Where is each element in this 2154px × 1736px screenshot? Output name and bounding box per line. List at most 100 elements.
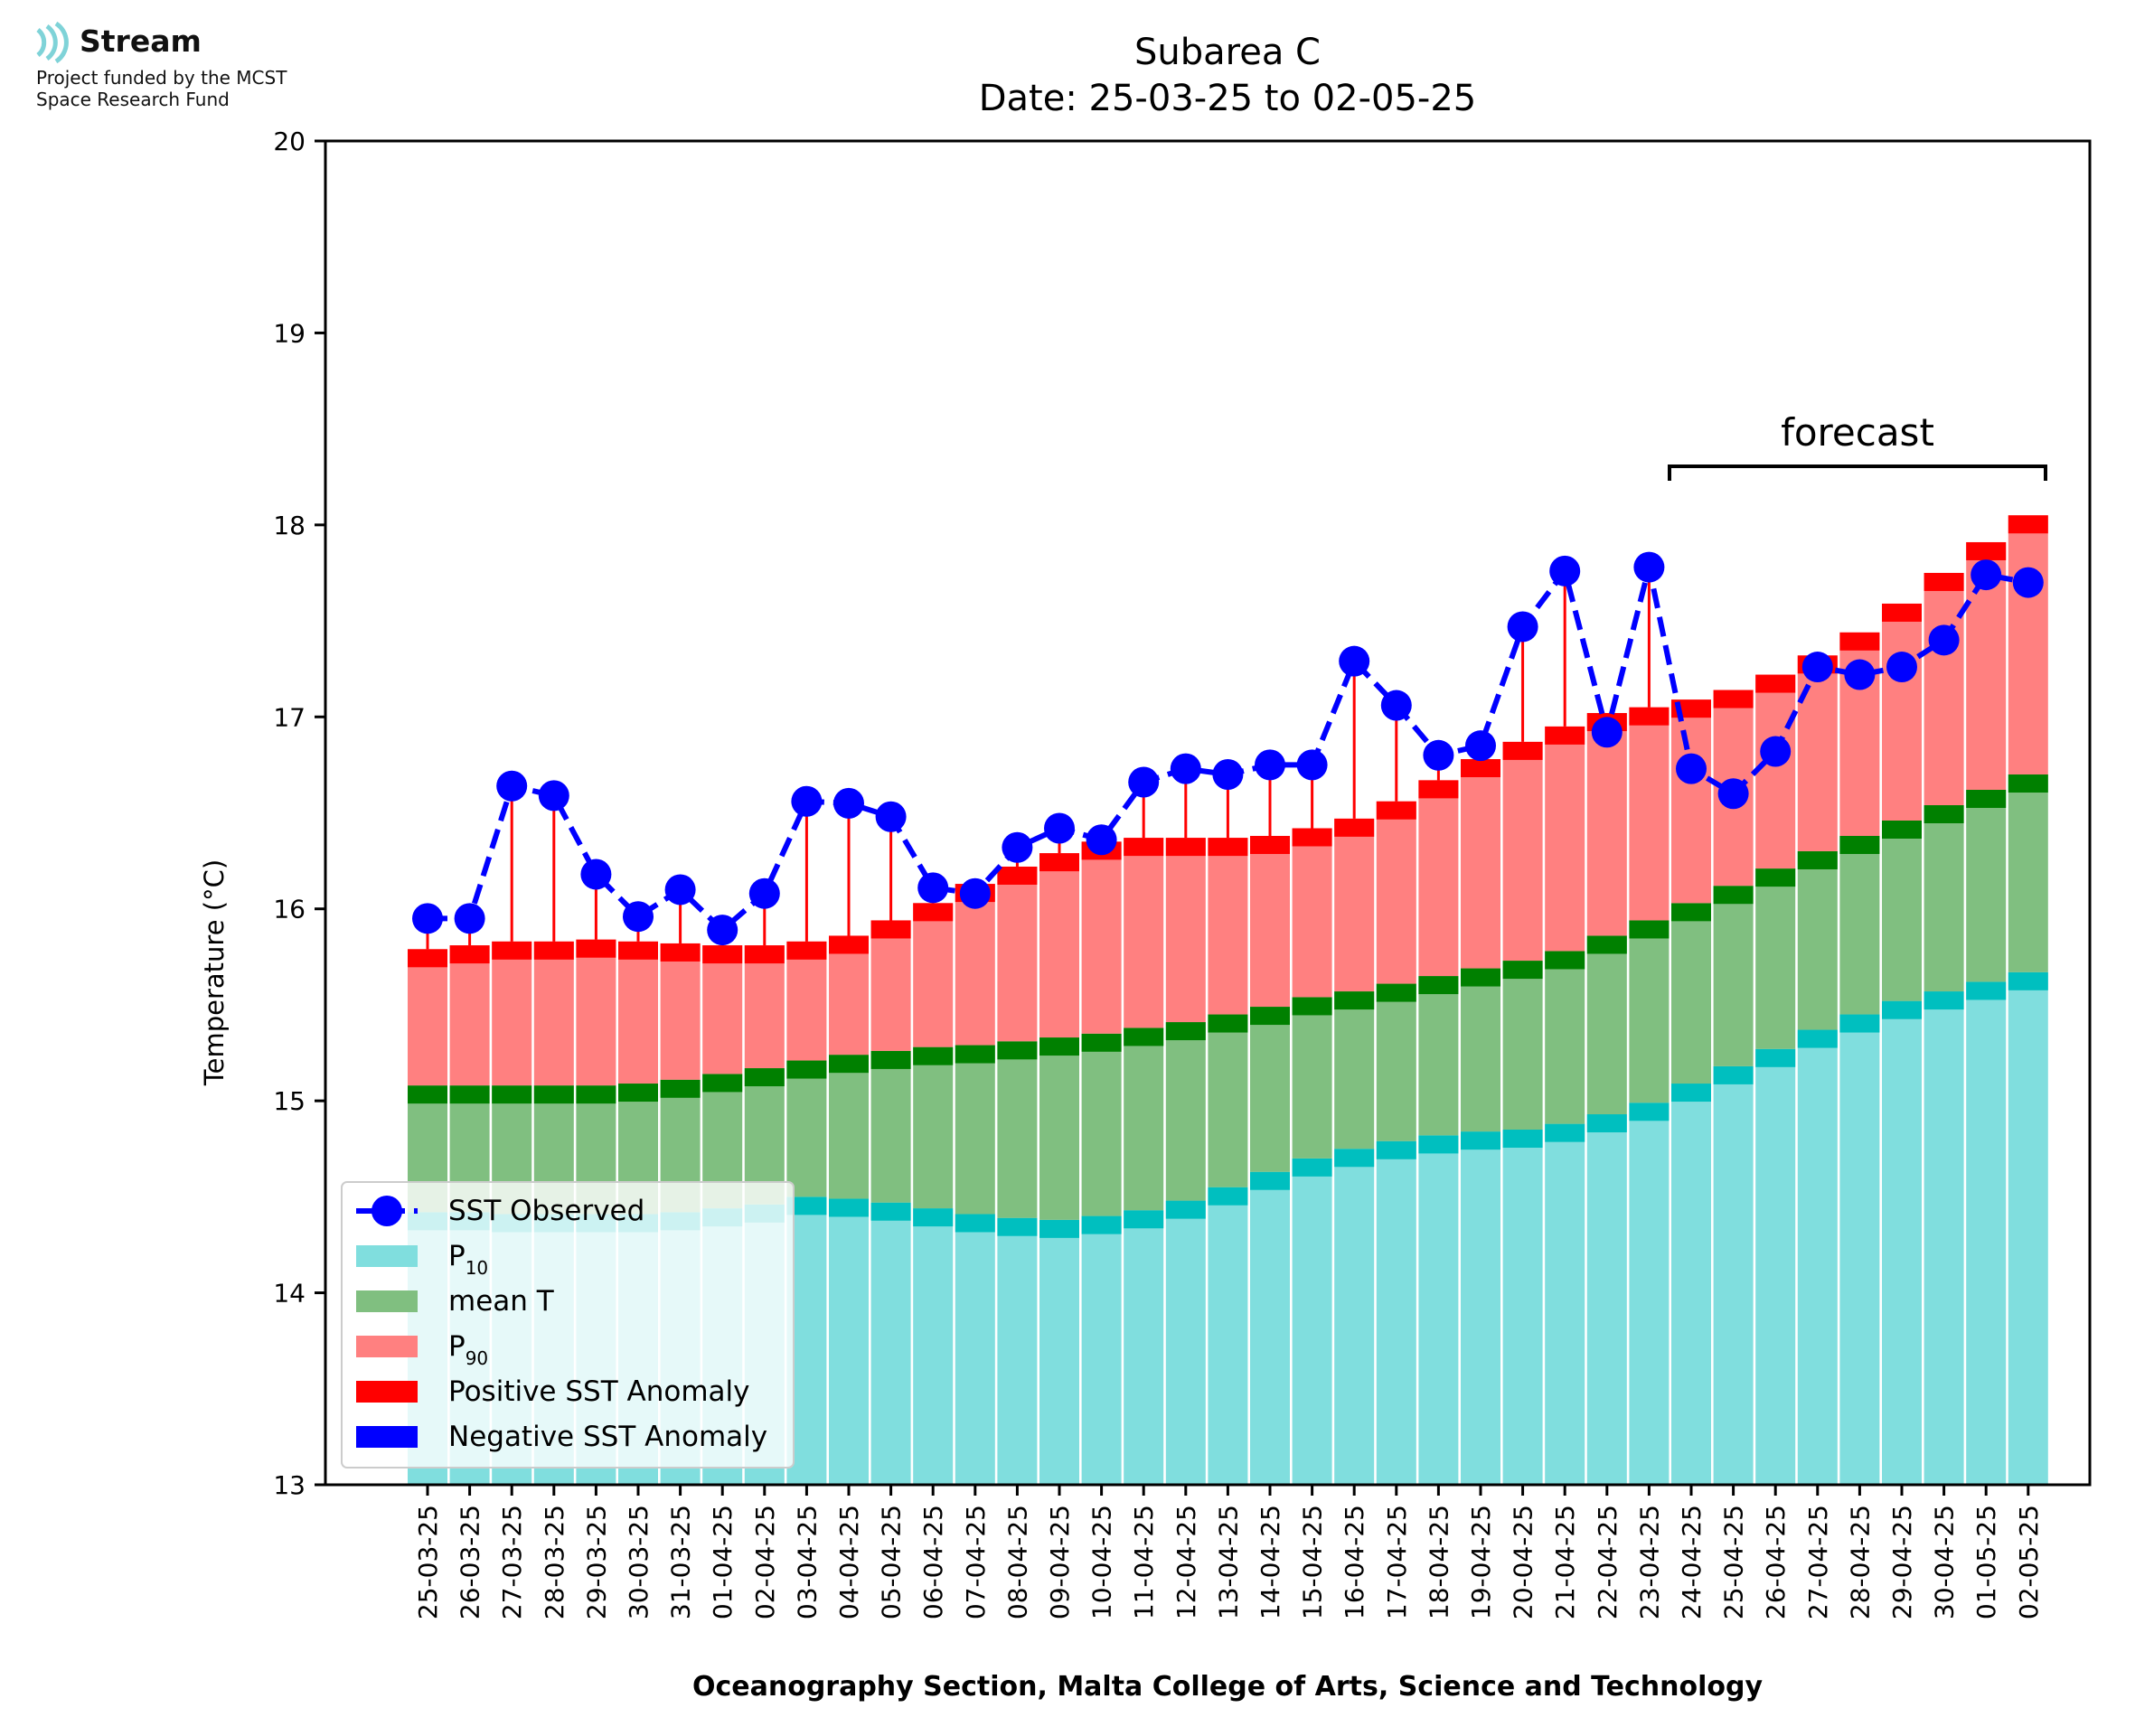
legend-swatch-mean — [356, 1290, 418, 1312]
p90-bar — [449, 945, 490, 1086]
mean-bar — [786, 1060, 827, 1197]
mean-bar — [1797, 850, 1838, 1030]
sst-observed-point — [1717, 778, 1749, 810]
p10-bar — [1924, 991, 1964, 1485]
p90-bar — [1081, 841, 1122, 1034]
sst-observed-point — [959, 877, 991, 909]
p10-bar-cap — [870, 1202, 911, 1221]
legend-swatch-p90 — [356, 1336, 418, 1357]
p90-bar — [408, 949, 447, 1086]
sst-observed-point — [412, 903, 443, 934]
mean-bar-cap — [1586, 935, 1627, 954]
p10-bar-cap — [1839, 1014, 1880, 1033]
stream-logo: Stream Project funded by the MCST Space … — [34, 22, 333, 121]
p10-bar — [1797, 1029, 1838, 1485]
p10-bar — [2008, 971, 2048, 1485]
mean-bar — [1882, 820, 1922, 1001]
p10-bar-cap — [1586, 1114, 1627, 1133]
mean-bar-cap — [829, 1055, 869, 1074]
p90-bar — [1292, 828, 1332, 998]
p10-bar-cap — [1502, 1130, 1543, 1149]
p90-bar — [1629, 707, 1670, 921]
sst-observed-point — [1086, 824, 1117, 856]
p10-bar-cap — [997, 1217, 1038, 1236]
sst-observed-point — [1507, 611, 1538, 643]
x-tick-label: 11-04-25 — [1129, 1505, 1159, 1619]
p90-bar — [1924, 572, 1964, 806]
p90-bar-cap — [492, 941, 532, 960]
p90-bar-cap — [1545, 726, 1585, 745]
mean-bar-cap — [1839, 835, 1880, 854]
x-tick-label: 26-04-25 — [1761, 1505, 1791, 1619]
p90-bar-cap — [786, 941, 827, 960]
x-axis-label: Oceanography Section, Malta College of A… — [692, 1671, 1764, 1703]
mean-bar-cap — [1039, 1037, 1079, 1056]
p90-bar-cap — [1292, 828, 1332, 847]
mean-bar-cap — [702, 1074, 743, 1093]
x-tick-label: 02-05-25 — [2014, 1505, 2044, 1619]
mean-bar — [1376, 983, 1416, 1141]
mean-bar-cap — [1208, 1014, 1248, 1033]
p10-bar — [1502, 1130, 1543, 1485]
mean-bar — [1713, 886, 1754, 1066]
p10-bar-cap — [1250, 1171, 1290, 1190]
x-tick-label: 02-04-25 — [750, 1505, 780, 1619]
sst-observed-point — [833, 787, 864, 819]
mean-bar-cap — [1629, 920, 1670, 939]
p10-bar-cap — [1966, 981, 2007, 1000]
mean-bar — [1671, 903, 1711, 1084]
p10-bar-cap — [1208, 1187, 1248, 1206]
mean-bar-cap — [1418, 976, 1459, 995]
mean-bar-cap — [1545, 951, 1585, 970]
mean-bar — [913, 1046, 954, 1209]
p10-bar — [1839, 1014, 1880, 1485]
p10-bar — [1545, 1123, 1585, 1485]
mean-bar-cap — [492, 1085, 532, 1104]
p10-bar-cap — [1334, 1149, 1375, 1168]
p10-bar — [1882, 1000, 1922, 1485]
p90-bar — [1124, 838, 1164, 1028]
sst-observed-point — [1633, 551, 1665, 583]
p10-bar-cap — [955, 1214, 995, 1233]
p90-bar-cap — [744, 945, 785, 964]
p10-bar-cap — [1629, 1103, 1670, 1121]
y-tick-label: 19 — [273, 318, 306, 348]
legend-label-subscript: 10 — [466, 1257, 488, 1279]
p90-bar — [1334, 818, 1375, 992]
p90-bar-cap — [1165, 838, 1206, 857]
p90-bar — [1755, 674, 1796, 869]
logo-note-line1: Project funded by the MCST — [36, 67, 287, 89]
p90-bar — [870, 920, 911, 1051]
sst-observed-markers — [412, 551, 2044, 946]
p90-bar-cap — [1039, 853, 1079, 872]
p90-bar-cap — [1124, 838, 1164, 857]
mean-bar-cap — [408, 1085, 447, 1104]
mean-bar-cap — [1755, 868, 1796, 887]
p90-bar — [997, 866, 1038, 1042]
p10-bar-cap — [829, 1198, 869, 1217]
sst-observed-point — [1928, 624, 1960, 656]
p90-bar-cap — [1713, 690, 1754, 708]
p10-bar-cap — [2008, 971, 2048, 990]
mean-bar-cap — [955, 1045, 995, 1064]
p90-bar-cap — [1376, 801, 1416, 820]
p90-bar-cap — [913, 903, 954, 922]
p90-bar-cap — [1629, 707, 1670, 726]
p90-bar-cap — [1924, 572, 1964, 591]
p10-bar-cap — [1797, 1029, 1838, 1048]
mean-bar-cap — [1250, 1007, 1290, 1026]
p10-bar — [913, 1208, 954, 1485]
p90-bar — [1461, 759, 1500, 969]
p90-bar — [576, 939, 616, 1086]
mean-bar-cap — [1713, 886, 1754, 905]
p90-bar — [1376, 801, 1416, 984]
sst-observed-point — [538, 780, 569, 812]
x-tick-label: 18-04-25 — [1424, 1505, 1453, 1619]
p10-bar-cap — [1755, 1048, 1796, 1067]
mean-bar — [1586, 935, 1627, 1115]
mean-bar — [1081, 1033, 1122, 1216]
p90-bar — [955, 884, 995, 1046]
x-tick-label: 09-04-25 — [1045, 1505, 1075, 1619]
